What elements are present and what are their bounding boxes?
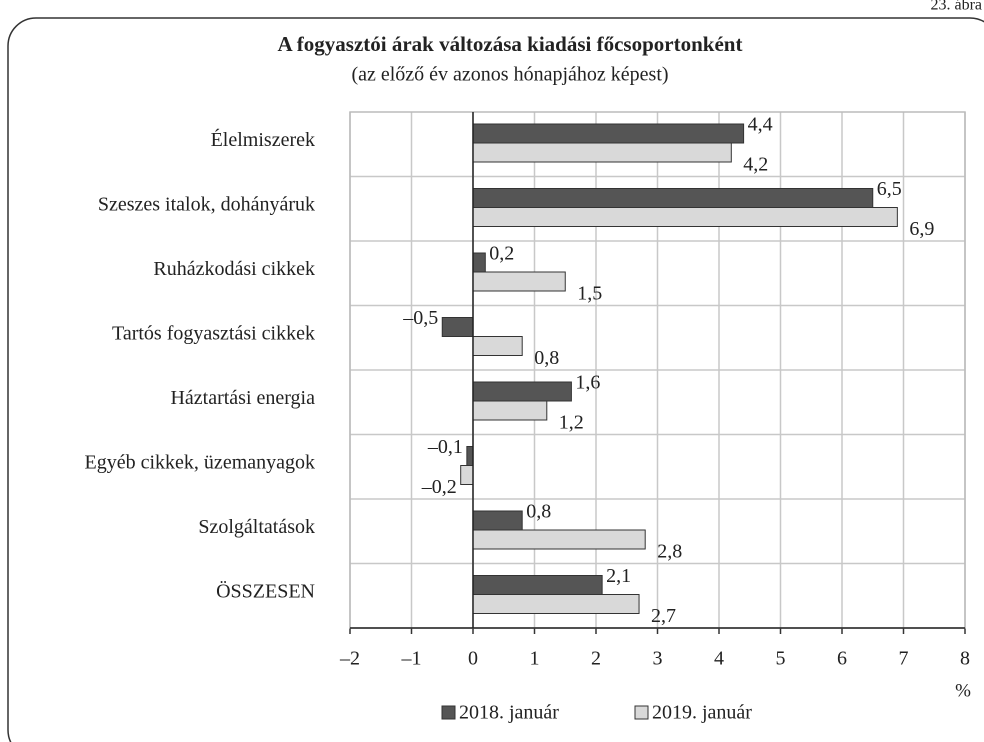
y-tick-label: ÖSSZESEN — [216, 579, 315, 602]
x-tick-label: 5 — [776, 648, 786, 670]
y-tick-label: Háztartási energia — [170, 387, 315, 409]
bar — [472, 594, 640, 614]
data-label: 6,9 — [909, 218, 934, 240]
data-label: 6,5 — [877, 178, 902, 200]
bar — [472, 142, 732, 163]
x-tick-label: –1 — [401, 648, 422, 670]
y-tick-label: Szolgáltatások — [198, 516, 315, 538]
x-tick-label: 6 — [837, 648, 847, 670]
data-label: 4,2 — [743, 154, 768, 176]
y-tick-label: Egyéb cikkek, üzemanyagok — [85, 451, 315, 473]
data-label: 0,2 — [489, 243, 514, 265]
x-tick-label: 7 — [899, 648, 909, 670]
data-label: 0,8 — [534, 347, 559, 369]
y-tick-label: Szeszes italok, dohányáruk — [98, 193, 315, 215]
bar — [460, 465, 474, 485]
chart-title: A fogyasztói árak változása kiadási főcs… — [278, 32, 743, 56]
bar — [472, 400, 548, 421]
data-label: –0,1 — [427, 436, 463, 458]
bar — [472, 271, 566, 292]
bar — [472, 336, 523, 356]
x-tick-label: 2 — [591, 648, 601, 670]
bar — [472, 207, 898, 227]
data-label: 1,5 — [577, 283, 602, 305]
data-label: 2,8 — [657, 541, 682, 563]
legend-label: 2018. január — [459, 702, 559, 724]
bar — [472, 252, 486, 273]
data-label: 2,7 — [651, 605, 676, 627]
x-tick-label: 3 — [653, 648, 663, 670]
frame — [7, 17, 984, 742]
x-tick-label: 8 — [960, 648, 970, 670]
figure-label: 23. ábra — [930, 0, 982, 14]
data-label: –0,2 — [421, 476, 457, 498]
data-label: 2,1 — [606, 565, 631, 587]
x-tick-label: 0 — [468, 648, 478, 670]
bar — [472, 529, 646, 550]
x-tick-label: 1 — [530, 648, 540, 670]
bar — [472, 188, 874, 208]
chart-subtitle: (az előző év azonos hónapjához képest) — [351, 64, 668, 86]
data-label: 1,6 — [575, 372, 600, 394]
x-tick-label: –2 — [339, 648, 360, 670]
y-tick-label: Ruházkodási cikkek — [153, 258, 315, 280]
data-label: 1,2 — [559, 412, 584, 434]
bar — [441, 317, 474, 337]
legend-swatch — [634, 705, 649, 720]
bar — [472, 123, 745, 144]
bar — [472, 575, 603, 595]
y-tick-label: Élelmiszerek — [211, 128, 315, 151]
bar — [466, 446, 474, 466]
data-label: 0,8 — [526, 501, 551, 523]
y-tick-label: Tartós fogyasztási cikkek — [112, 322, 315, 344]
axis-unit: % — [955, 680, 971, 701]
legend-swatch — [441, 705, 456, 720]
x-tick-label: 4 — [714, 648, 724, 670]
bar — [472, 381, 572, 402]
bar — [472, 510, 523, 531]
data-label: –0,5 — [402, 307, 438, 329]
legend-label: 2019. január — [652, 702, 752, 724]
data-label: 4,4 — [748, 114, 773, 136]
